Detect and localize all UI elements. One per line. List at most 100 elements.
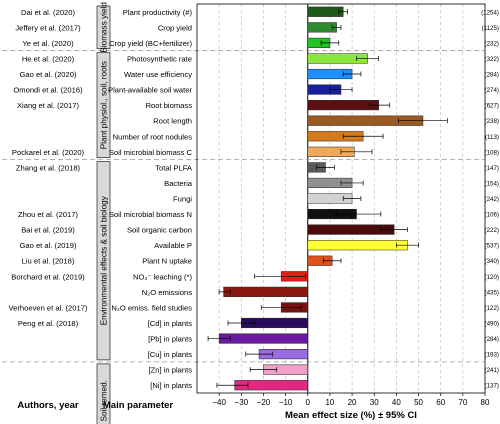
author-label: Gao et al. (2019) (20, 241, 77, 250)
sample-size-label: (113) (485, 134, 499, 141)
sample-size-label: (232) (485, 40, 499, 47)
group-box (96, 363, 111, 424)
parameter-label: Available P (154, 241, 192, 250)
x-tick-label: 80 (481, 398, 490, 407)
group-box (96, 52, 111, 158)
sample-size-label: (241) (485, 367, 499, 374)
sample-size-label: (490) (485, 320, 499, 327)
parameter-label: Crop yield (BC+fertilizer) (109, 39, 192, 48)
plot-frame (196, 3, 486, 394)
sample-size-label: (242) (485, 196, 499, 203)
x-tick-label: −20 (257, 398, 271, 407)
author-label: Jeffery et al. (2017) (15, 23, 81, 32)
parameter-label: Water use efficiency (124, 70, 192, 79)
author-label: He et al. (2020) (22, 54, 75, 63)
bar (307, 240, 408, 251)
group-label: Plant physiol., soil, roots (100, 61, 109, 149)
parameter-label: Soil microbial biomass C (109, 148, 193, 157)
parameter-label: N₂O emiss. field studies (111, 303, 192, 312)
bars (207, 6, 448, 391)
group-separators (2, 50, 485, 363)
group-box (96, 5, 111, 50)
group-label: Biomass yield (100, 2, 109, 53)
parameter-label: Plant-available soil water (108, 86, 192, 95)
parameter-label: [Cd] in plants (148, 319, 193, 328)
author-label: Pockarel et al. (2020) (12, 148, 85, 157)
parameter-label: [Pb] in plants (148, 335, 192, 344)
sample-size-label: (340) (485, 258, 499, 265)
x-tick-label: 20 (348, 398, 357, 407)
sample-size-label: (122) (485, 305, 499, 312)
author-label: Xiang et al. (2017) (17, 101, 80, 110)
parameter-label: [Cu] in plants (148, 350, 193, 359)
parameter-label: [Ni] in plants (150, 381, 192, 390)
bar (307, 100, 379, 111)
sample-size-label: (627) (485, 103, 499, 110)
parameter-label: N₂O emissions (142, 288, 192, 297)
author-label: Verhoeven et al. (2017) (9, 303, 88, 312)
parameter-label: Number of root nodules (113, 132, 193, 141)
sample-size-label: (284) (485, 336, 499, 343)
group-labels: Biomass yield Plant physiol., soil, roots… (96, 2, 111, 424)
bar (223, 286, 309, 297)
x-tick-label: 70 (458, 398, 467, 407)
x-tick-label: −40 (212, 398, 226, 407)
x-tick-label: 50 (414, 398, 423, 407)
author-label: Peng et al. (2018) (18, 319, 79, 328)
sample-size-label: (537) (485, 243, 499, 250)
parameter-label: Bacteria (164, 179, 193, 188)
group-label: Soil remed. (100, 380, 109, 421)
sample-size-label: (322) (485, 56, 499, 63)
sample-size-label: (435) (485, 289, 499, 296)
parameter-label: Fungi (173, 195, 192, 204)
author-label: Gao et al. (2020) (20, 70, 77, 79)
sample-size-label: (106) (485, 212, 499, 219)
x-tick-label: 30 (370, 398, 379, 407)
sample-size-label: (1125) (482, 25, 499, 32)
data-rows: Dai et al. (2020) Plant productivity (#) (… (9, 8, 499, 390)
parameter-label: Photosynthetic rate (127, 54, 192, 63)
sample-size-label: (137) (485, 383, 499, 390)
author-label: Zhang et al. (2018) (16, 163, 81, 172)
sample-size-label: (108) (485, 149, 499, 156)
author-label: Borchard et al. (2019) (11, 272, 85, 281)
parameter-label: Soil microbial biomass N (109, 210, 192, 219)
x-tick-label: −10 (279, 398, 293, 407)
parameter-label: Root length (153, 117, 192, 126)
sample-size-label: (222) (485, 227, 499, 234)
parameter-label: Total PLFA (155, 163, 193, 172)
sample-size-label: (1254) (481, 9, 499, 16)
sample-size-label: (147) (485, 165, 499, 172)
column-header-parameter: Main parameter (103, 400, 174, 411)
column-header-authors: Authors, year (17, 400, 79, 411)
bar (307, 6, 344, 17)
x-axis-label: Mean effect size (%) ± 95% CI (285, 410, 417, 421)
author-label: Omondi et al. (2016) (13, 86, 83, 95)
sample-size-label: (284) (485, 72, 499, 79)
x-tick-label: 10 (325, 398, 334, 407)
x-tick-label: 0 (306, 398, 311, 407)
parameter-label: Soil organic carbon (127, 226, 192, 235)
parameter-label: [Zn] in plants (149, 366, 193, 375)
parameter-label: Root biomass (146, 101, 193, 110)
group-box (96, 161, 111, 361)
author-label: Dai et al. (2020) (21, 8, 75, 17)
parameter-label: NO₃⁻ leaching (*) (133, 272, 192, 281)
sample-size-label: (274) (485, 87, 499, 94)
sample-size-label: (238) (485, 118, 499, 125)
parameter-label: Crop yield (158, 23, 192, 32)
parameter-label: Plant productivity (#) (123, 8, 193, 17)
author-label: Bai et al. (2019) (21, 226, 75, 235)
x-tick-label: 40 (392, 398, 401, 407)
author-label: Ye et al. (2020) (22, 39, 74, 48)
x-axis: −40 −30 −20 −10 0 10 20 30 40 50 60 70 80 (212, 393, 490, 407)
group-label: Environmental effects & soil biology (100, 195, 109, 325)
bar (218, 333, 309, 344)
parameter-label: Plant N uptake (142, 257, 192, 266)
author-label: Liu et al. (2018) (22, 257, 75, 266)
x-tick-label: −30 (235, 398, 249, 407)
sample-size-label: (154) (485, 180, 499, 187)
x-tick-label: 60 (436, 398, 445, 407)
author-label: Zhou et al. (2017) (18, 210, 78, 219)
